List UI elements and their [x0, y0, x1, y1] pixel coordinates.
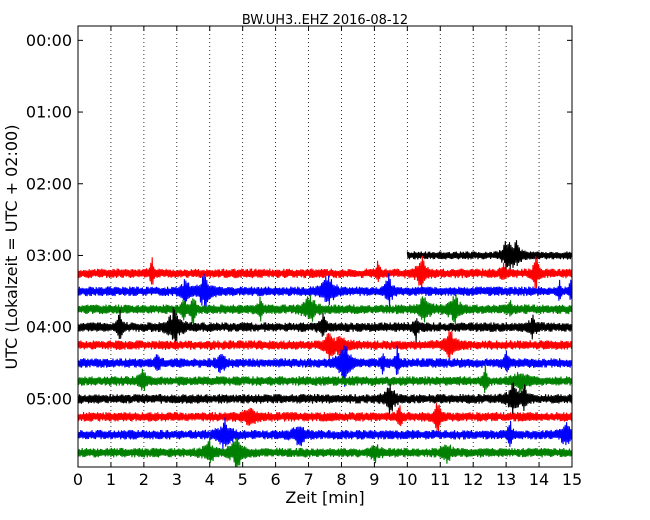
x-tick-label-12: 12 [463, 470, 483, 489]
trace-row-7 [78, 363, 572, 394]
x-tick-label-7: 7 [303, 470, 313, 489]
x-tick-label-14: 14 [529, 470, 549, 489]
trace-row-4 [78, 306, 572, 346]
trace-row-1 [78, 255, 572, 295]
y-axis-ticks: 00:00 01:00 02:00 03:00 04:00 05:00 [26, 31, 572, 408]
y-tick-label-0: 00:00 [26, 31, 72, 50]
y-axis-label: UTC (Lokalzeit = UTC + 02:00) [2, 125, 21, 370]
trace-row-6 [78, 345, 572, 387]
x-tick-label-0: 0 [73, 470, 83, 489]
trace-row-2 [78, 273, 572, 312]
x-tick-label-3: 3 [172, 470, 182, 489]
x-tick-label-11: 11 [430, 470, 450, 489]
trace-row-5 [78, 330, 572, 365]
y-tick-label-2: 02:00 [26, 174, 72, 193]
seismic-traces [78, 240, 572, 467]
x-axis-ticks: 0 1 2 3 4 5 6 7 8 9 10 11 12 13 14 15 [73, 26, 582, 489]
x-tick-label-15: 15 [562, 470, 582, 489]
x-tick-label-13: 13 [496, 470, 516, 489]
x-tick-label-10: 10 [397, 470, 417, 489]
y-tick-label-4: 04:00 [26, 318, 72, 337]
plot-frame [77, 25, 573, 468]
x-tick-label-5: 5 [238, 470, 248, 489]
x-axis-label: Zeit [min] [285, 488, 364, 507]
y-tick-label-1: 01:00 [26, 103, 72, 122]
vertical-gridlines [110, 26, 540, 467]
chart-title: BW.UH3..EHZ 2016-08-12 [242, 13, 408, 28]
x-tick-label-1: 1 [106, 470, 116, 489]
x-tick-label-8: 8 [336, 470, 346, 489]
trace-row-8 [78, 382, 572, 418]
trace-row-10 [78, 417, 572, 450]
y-tick-label-5: 05:00 [26, 389, 72, 408]
x-tick-label-4: 4 [205, 470, 215, 489]
y-tick-label-3: 03:00 [26, 246, 72, 265]
trace-row-11 [78, 435, 572, 467]
trace-row-3 [78, 294, 572, 326]
trace-row-9 [78, 402, 572, 433]
x-tick-label-9: 9 [369, 470, 379, 489]
x-tick-label-2: 2 [139, 470, 149, 489]
trace-row-0 [406, 240, 572, 273]
x-tick-label-6: 6 [271, 470, 281, 489]
